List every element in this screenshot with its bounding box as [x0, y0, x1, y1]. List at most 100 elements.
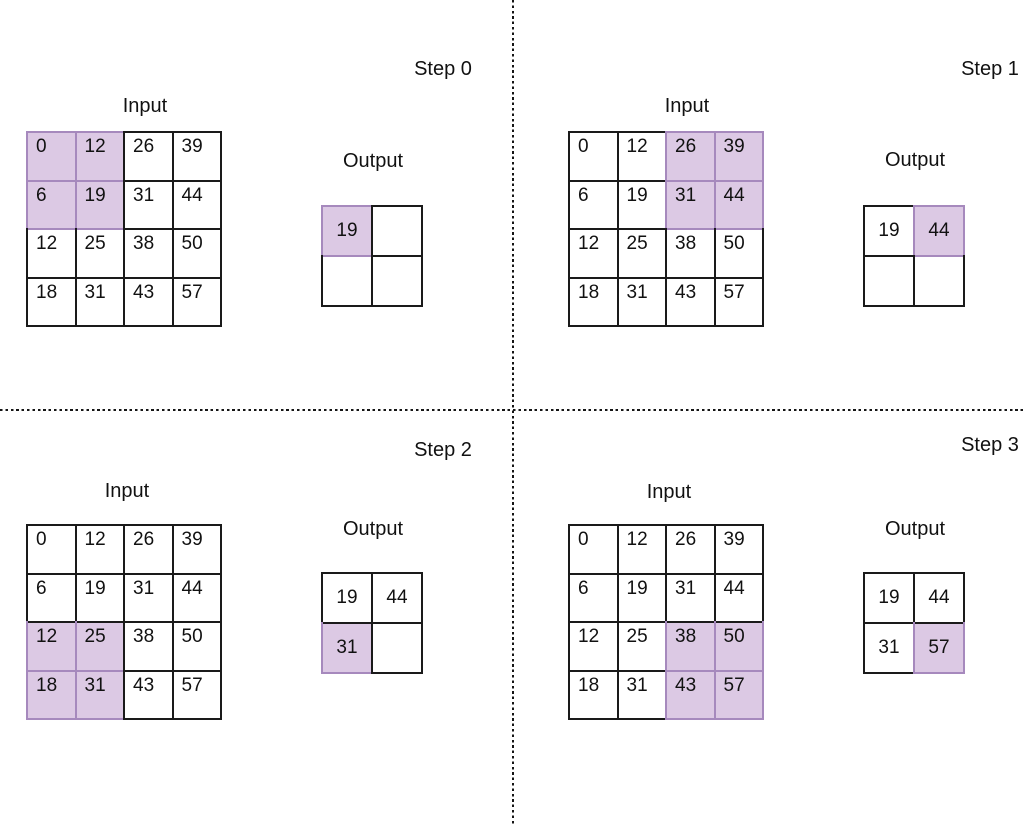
grid-line: [123, 228, 174, 230]
grid-line: [913, 572, 915, 624]
grid-line: [713, 669, 764, 672]
cell-value: 44: [723, 184, 745, 206]
grid-line: [371, 205, 373, 257]
grid-line: [371, 255, 373, 307]
grid-line: [321, 255, 373, 257]
input-title: Input: [122, 95, 168, 117]
grid-line: [665, 276, 716, 279]
grid-line: [863, 672, 915, 674]
cell-value: 19: [84, 577, 106, 599]
grid-line: [74, 276, 77, 327]
grid-line: [762, 669, 764, 720]
grid-line: [713, 669, 716, 720]
grid-line: [568, 131, 570, 182]
grid-line: [568, 718, 619, 720]
grid-line: [762, 131, 764, 182]
grid-line: [171, 621, 222, 623]
cell-value: 31: [336, 636, 358, 658]
cell-value: 38: [133, 626, 155, 647]
grid-line: [963, 205, 965, 257]
output-title: Output: [342, 518, 404, 540]
grid-line: [665, 572, 716, 575]
grid-cell: [915, 257, 963, 305]
grid-cell: 44: [715, 574, 762, 621]
grid-cell: 19: [618, 181, 665, 228]
cell-value: 44: [181, 577, 203, 599]
grid-line: [665, 179, 716, 182]
cell-value: 57: [723, 281, 745, 303]
grid-line: [963, 572, 965, 624]
cell-value: 18: [578, 674, 600, 696]
output-title: Output: [342, 150, 404, 172]
cell-value: 26: [675, 136, 697, 157]
grid-cell: 19: [865, 574, 913, 622]
grid-line: [616, 669, 667, 672]
grid-line: [713, 276, 716, 327]
grid-cell: 38: [125, 623, 172, 670]
grid-cell-highlighted: 57: [715, 671, 762, 718]
grid-line: [321, 205, 373, 207]
grid-line: [171, 325, 222, 327]
grid-cell: 19: [865, 207, 913, 255]
grid-line: [26, 621, 28, 672]
cell-value: 50: [723, 233, 745, 254]
grid-line: [220, 621, 222, 672]
cell-value: 12: [578, 626, 600, 647]
grid-line: [665, 669, 667, 720]
grid-line: [123, 228, 125, 279]
grid-line: [123, 718, 174, 720]
grid-line: [26, 669, 77, 672]
grid-line: [568, 276, 619, 279]
grid-line: [568, 572, 570, 623]
grid-line: [74, 621, 125, 623]
grid-line: [762, 276, 764, 327]
grid-line: [321, 255, 323, 307]
grid-line: [26, 572, 77, 575]
grid-cell: 57: [715, 278, 762, 325]
step-label: Step 3: [961, 434, 1019, 456]
grid-cell: [373, 624, 421, 672]
cell-value: 50: [181, 626, 203, 647]
grid-cell-highlighted: 44: [715, 181, 762, 228]
cell-value: 39: [181, 136, 203, 157]
grid-cell: 43: [125, 671, 172, 718]
grid-line: [665, 325, 716, 327]
cell-value: 12: [626, 136, 648, 157]
grid-line: [963, 255, 965, 307]
grid-line: [863, 205, 915, 207]
grid-line: [665, 131, 667, 182]
grid-line: [616, 325, 667, 327]
grid-cell-highlighted: 12: [76, 133, 123, 180]
grid-line: [171, 669, 174, 720]
cell-value: 43: [675, 281, 697, 303]
grid-line: [863, 255, 915, 257]
grid-line: [616, 276, 667, 279]
input-title: Input: [104, 480, 150, 502]
grid-cell: 6: [570, 181, 617, 228]
cell-value: 44: [928, 586, 950, 608]
output-title: Output: [884, 149, 946, 171]
grid-line: [123, 669, 125, 720]
grid-cell: 0: [570, 133, 617, 180]
grid-line: [568, 669, 619, 672]
grid-line: [665, 524, 667, 575]
cell-value: 39: [181, 529, 203, 550]
grid-line: [568, 276, 570, 327]
cell-value: 44: [386, 586, 408, 608]
cell-value: 25: [626, 626, 648, 647]
cell-value: 19: [878, 586, 900, 608]
grid-line: [665, 179, 667, 230]
grid-line: [568, 179, 570, 230]
grid-line: [123, 276, 174, 279]
grid-cell-highlighted: 31: [76, 671, 123, 718]
grid-line: [321, 622, 323, 674]
cell-value: 44: [928, 219, 950, 241]
grid-line: [123, 325, 174, 327]
grid-line: [665, 524, 716, 526]
cell-value: 6: [578, 184, 589, 206]
grid-line: [421, 622, 423, 674]
grid-cell-highlighted: 0: [28, 133, 75, 180]
grid-line: [171, 276, 174, 327]
output-grid: 19 44: [863, 205, 965, 307]
cell-value: 31: [84, 674, 106, 696]
